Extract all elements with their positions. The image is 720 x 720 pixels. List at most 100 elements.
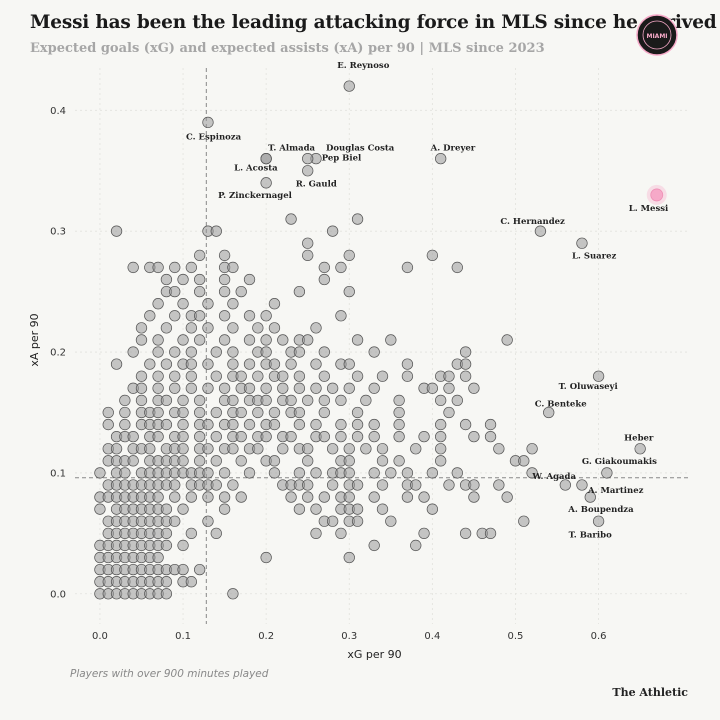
x-tick-label: 0.1 [175, 631, 191, 642]
data-point [302, 249, 314, 261]
data-point [302, 491, 314, 503]
data-point [160, 322, 173, 334]
chart-subtitle: Expected goals (xG) and expected assists… [30, 41, 545, 56]
data-point [177, 298, 189, 310]
data-point [260, 334, 272, 346]
point-label: W. Agada [531, 472, 576, 482]
data-point [277, 334, 289, 346]
data-point [351, 418, 364, 431]
data-point [501, 334, 513, 346]
data-point [293, 285, 306, 298]
data-point [268, 418, 281, 431]
data-point [94, 467, 106, 479]
data-point [410, 443, 422, 455]
data-point [484, 418, 497, 431]
data-point [194, 310, 206, 322]
data-point [426, 503, 439, 515]
labeled-point [260, 153, 272, 165]
data-point [152, 431, 164, 443]
data-point [351, 213, 364, 225]
data-point [310, 382, 322, 394]
data-point [185, 491, 198, 503]
data-point [227, 443, 239, 455]
data-point [160, 576, 173, 588]
data-point [152, 491, 164, 503]
data-point [343, 467, 355, 479]
data-point [268, 322, 281, 334]
data-point [210, 431, 222, 443]
data-point [227, 418, 239, 431]
data-point [169, 370, 181, 382]
data-point [210, 346, 222, 358]
point-label: T. Baribo [569, 530, 612, 540]
messi-point [650, 188, 664, 202]
data-point [135, 334, 148, 346]
data-point [177, 563, 189, 576]
data-point [285, 491, 297, 503]
labeled-point [343, 80, 355, 92]
data-point [376, 503, 389, 515]
data-point [293, 418, 306, 431]
data-point [518, 515, 530, 527]
data-point [235, 431, 247, 443]
data-point [194, 285, 206, 298]
data-point [426, 249, 439, 261]
data-point [302, 394, 314, 407]
data-point [443, 479, 455, 491]
data-point [326, 225, 339, 237]
data-point [194, 249, 206, 261]
data-point [218, 249, 231, 261]
data-point [152, 298, 164, 310]
data-point [177, 394, 189, 407]
data-point [185, 370, 198, 382]
point-label: T. Almada [268, 144, 315, 154]
data-point [351, 334, 364, 346]
data-point [243, 273, 256, 286]
data-point [418, 491, 430, 503]
data-point [385, 467, 397, 479]
x-axis-label: xG per 90 [347, 648, 401, 661]
data-point [160, 358, 173, 370]
data-point [343, 551, 355, 564]
data-point [360, 443, 372, 455]
data-point [277, 370, 289, 382]
data-point [160, 539, 173, 552]
data-point [468, 479, 480, 491]
data-point [177, 503, 189, 515]
data-point [302, 455, 314, 467]
data-point [351, 515, 364, 527]
data-point [210, 527, 222, 539]
data-point [194, 394, 206, 407]
ticks: 0.0 0.1 0.2 0.3 0.4 0.5 0.6 0.0 0.1 0.2 0.3 0.4 [50, 106, 606, 642]
data-point [459, 527, 472, 539]
data-point [169, 515, 181, 527]
data-point [268, 467, 281, 479]
x-tick-label: 0.5 [508, 631, 524, 642]
labeled-point [634, 443, 646, 455]
data-point [368, 382, 380, 394]
data-point [293, 406, 306, 419]
data-point [318, 273, 330, 286]
data-point [135, 322, 148, 334]
data-point [335, 261, 347, 274]
data-point [401, 491, 414, 503]
data-point [177, 418, 189, 431]
data-point [119, 418, 131, 431]
data-point [451, 394, 463, 407]
data-point [177, 273, 189, 286]
data-point [351, 479, 364, 491]
data-point [169, 310, 181, 322]
data-point [451, 261, 463, 274]
data-point [260, 382, 272, 394]
data-point [160, 273, 173, 286]
data-point [235, 491, 247, 503]
point-label: A. Martinez [587, 486, 644, 496]
data-point [218, 467, 231, 479]
data-point [468, 431, 480, 443]
data-point [302, 443, 314, 455]
labeled-point [576, 237, 588, 249]
data-point [243, 334, 256, 346]
point-label: C. Hernandez [500, 217, 565, 227]
data-point [343, 358, 355, 370]
point-label: C. Benteke [535, 399, 588, 409]
